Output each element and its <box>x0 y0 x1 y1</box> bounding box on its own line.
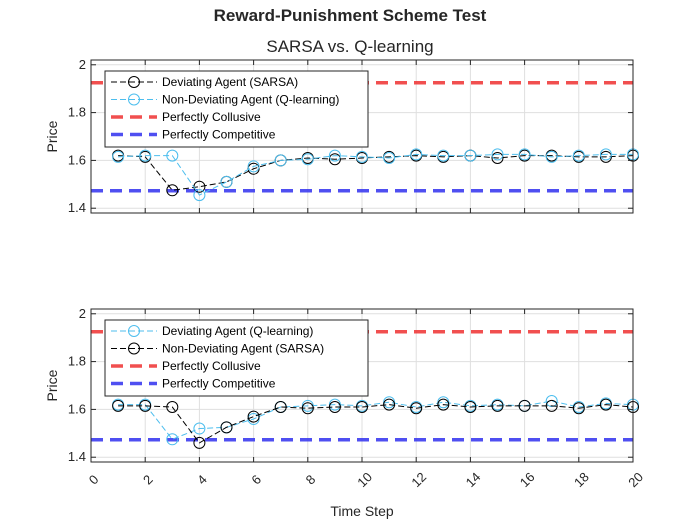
legend-label: Perfectly Competitive <box>162 128 276 142</box>
data-point <box>166 401 179 414</box>
legend-label: Perfectly Collusive <box>162 359 261 373</box>
x-tick-label: 12 <box>408 469 429 490</box>
data-point <box>437 398 450 411</box>
y-tick-label: 2 <box>79 306 86 321</box>
y-tick-label: 1.6 <box>68 152 86 167</box>
y-tick-label: 1.8 <box>68 354 86 369</box>
data-point <box>112 399 125 412</box>
data-point <box>410 402 423 415</box>
data-point <box>112 150 125 163</box>
data-point <box>491 399 504 412</box>
bottom-subplot: 1.41.61.820 2 4 6 8 10 12 14 16 18 20PriceDeviatin… <box>44 306 646 490</box>
legend-marker <box>128 342 140 355</box>
data-point <box>491 148 504 161</box>
x-tick-label: 14 <box>463 469 484 490</box>
data-point <box>599 148 612 161</box>
y-tick-label: 1.8 <box>68 105 86 120</box>
x-tick-label: 0 <box>86 472 102 488</box>
data-point <box>274 401 287 414</box>
y-tick-label: 1.4 <box>68 200 86 215</box>
data-point <box>328 153 341 166</box>
data-point <box>247 160 260 173</box>
data-point <box>491 152 504 165</box>
data-point <box>518 399 531 412</box>
data-point <box>301 153 314 166</box>
x-tick-label: 20 <box>625 469 646 490</box>
y-tick-label: 1.4 <box>68 449 86 464</box>
legend-label: Deviating Agent (SARSA) <box>162 75 298 89</box>
data-point <box>545 150 558 163</box>
data-point <box>139 149 152 162</box>
data-point <box>383 152 396 165</box>
data-point <box>545 395 558 408</box>
data-point <box>247 410 260 423</box>
data-point <box>193 422 206 435</box>
legend-label: Non-Deviating Agent (Q-learning) <box>162 93 339 107</box>
data-point <box>193 436 206 449</box>
figure-subtitle: SARSA vs. Q-learning <box>266 37 434 56</box>
data-point <box>518 148 531 161</box>
legend-marker <box>128 325 140 337</box>
y-axis-label: Price <box>44 120 60 152</box>
data-point <box>166 184 179 197</box>
data-point <box>220 421 233 434</box>
figure-title: Reward-Punishment Scheme Test <box>213 6 487 25</box>
data-point <box>545 399 558 412</box>
data-point <box>464 401 477 414</box>
x-tick-label: 10 <box>354 469 375 490</box>
data-point <box>572 402 585 415</box>
legend-label: Perfectly Collusive <box>162 110 261 124</box>
data-point <box>166 433 179 446</box>
data-point <box>356 401 368 414</box>
top-subplot: 1.4 1.6 1.8 2 Price Deviating Agent (SARSA) No… <box>44 57 639 215</box>
data-point <box>464 149 477 162</box>
series-line <box>118 155 634 191</box>
x-axis-label: Time Step <box>330 503 393 519</box>
data-point <box>599 398 612 411</box>
x-tick-label: 4 <box>194 472 210 488</box>
x-tick-label: 18 <box>571 469 592 490</box>
data-point <box>410 148 423 161</box>
data-point <box>356 150 368 163</box>
series-line <box>118 400 634 440</box>
data-point <box>572 149 585 162</box>
legend-label: Perfectly Competitive <box>162 377 276 391</box>
data-point <box>437 149 450 162</box>
data-point <box>166 149 179 162</box>
data-point <box>328 149 341 162</box>
data-point <box>193 189 206 202</box>
data-point <box>220 175 233 188</box>
data-point <box>301 402 314 415</box>
data-point <box>274 154 287 167</box>
data-point <box>383 398 396 411</box>
y-tick-label: 1.6 <box>68 401 86 416</box>
legend-box <box>104 70 369 148</box>
data-point <box>139 399 152 412</box>
legend-marker <box>128 76 140 88</box>
legend-label: Deviating Agent (Q-learning) <box>162 324 313 338</box>
y-tick-label: 2 <box>79 57 86 72</box>
y-axis-label: Price <box>44 369 60 401</box>
legend-marker <box>128 93 140 106</box>
legend-label: Non-Deviating Agent (SARSA) <box>162 342 324 356</box>
x-tick-label: 6 <box>248 472 264 488</box>
legend-box <box>104 319 369 397</box>
x-tick-label: 8 <box>303 472 319 488</box>
data-point <box>328 401 341 414</box>
x-tick-label: 2 <box>140 472 156 488</box>
x-tick-label: 16 <box>517 469 538 490</box>
